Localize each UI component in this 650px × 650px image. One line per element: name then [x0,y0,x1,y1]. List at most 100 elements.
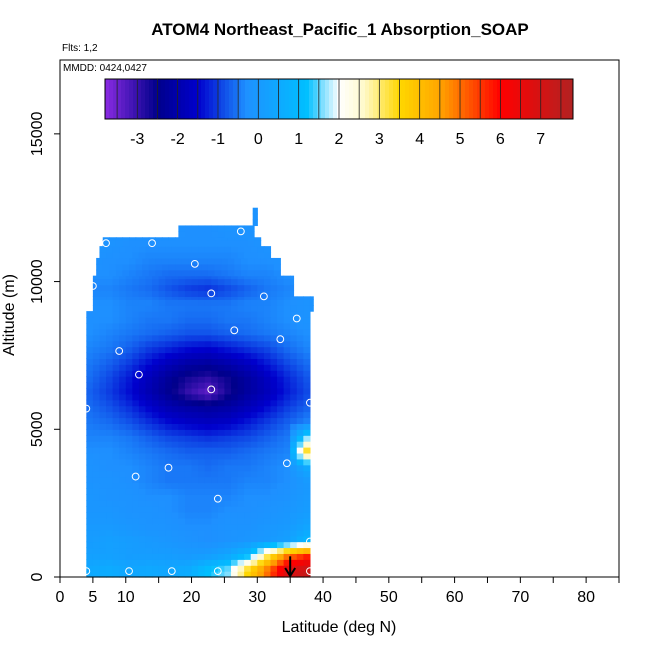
heatmap-cell [152,541,160,549]
heatmap-cell [230,296,239,300]
heatmap-cell [161,257,170,265]
heatmap-cell [250,565,258,572]
heatmap-cell [152,290,160,297]
heatmap-cell [217,376,226,383]
colorbar-segment [533,79,538,119]
location-marker [284,556,297,578]
heatmap-cell [224,435,232,442]
heatmap-cell [191,334,199,342]
heatmap-cell [106,284,114,292]
heatmap-cell [138,447,147,454]
heatmap-cell [211,517,219,525]
heatmap-cell [145,506,153,513]
heatmap-cell [198,547,206,554]
heatmap-cell [290,352,298,359]
heatmap-cell [244,290,252,297]
heatmap-cell [165,494,173,501]
heatmap-cell [204,529,212,537]
heatmap-cell [152,452,160,460]
heatmap-cell [86,393,94,401]
heatmap-cell [277,290,285,297]
heatmap-cell [191,553,199,560]
x-tick-label: 80 [577,589,595,606]
heatmap-cell [165,296,173,300]
heatmap-cell [106,370,114,377]
heatmap-cell [204,376,212,383]
heatmap-cell [290,447,298,454]
heatmap-cell [125,417,133,424]
heatmap-cell [158,529,166,537]
heatmap-cell [165,305,173,312]
heatmap-cell [86,529,94,537]
heatmap-cell [125,565,133,572]
heatmap-cell [296,506,304,513]
heatmap-cell [165,529,173,537]
heatmap-cell [165,447,173,454]
heatmap-cell [184,399,193,407]
heatmap-cell [237,423,245,430]
heatmap-cell [112,494,120,501]
heatmap-cell [112,429,120,436]
heatmap-cell [247,269,255,277]
heatmap-cell [112,476,120,484]
heatmap-cell [99,284,107,292]
heatmap-cell [296,417,304,424]
heatmap-cell [224,290,232,297]
heatmap-cell [277,553,285,560]
heatmap-cell [244,405,252,413]
heatmap-cell [158,382,166,389]
heatmap-cell [263,364,272,371]
heatmap-cell [211,231,219,238]
colorbar-segment [497,79,502,119]
heatmap-cell [92,464,101,472]
heatmap-cell [125,488,133,495]
colorbar-segment [281,79,286,119]
heatmap-cell [283,458,291,466]
heatmap-cell [230,387,239,395]
heatmap-cell [125,423,133,430]
heatmap-cell [178,488,186,495]
heatmap-cell [125,464,133,472]
heatmap-cell [244,340,252,348]
heatmap-cell [263,529,272,537]
heatmap-cell [237,399,245,407]
heatmap-cell [221,237,229,241]
heatmap-cell [138,278,147,286]
heatmap-cell [250,452,258,460]
heatmap-cell [204,252,212,259]
heatmap-cell [99,334,107,342]
heatmap-cell [224,370,232,377]
heatmap-cell [138,284,147,292]
heatmap-cell [168,263,176,271]
heatmap-cell [263,435,272,442]
heatmap-cell [217,252,226,259]
heatmap-cell [237,352,245,359]
heatmap-cell [250,423,258,430]
heatmap-cell [204,565,212,572]
heatmap-cell [303,423,311,430]
heatmap-cell [244,429,252,436]
heatmap-cell [106,376,114,383]
heatmap-cell [270,405,278,413]
heatmap-cell [270,523,278,531]
heatmap-cell [171,452,179,460]
heatmap-cell [135,257,143,265]
heatmap-cell [303,296,311,300]
heatmap-cell [277,423,285,430]
heatmap-cell [217,506,226,513]
heatmap-cell [296,296,304,300]
heatmap-cell [244,470,252,478]
heatmap-cell [257,559,265,566]
heatmap-cell [152,470,160,478]
heatmap-cell [171,447,179,454]
heatmap-cell [277,541,285,549]
heatmap-cell [237,376,245,383]
heatmap-cell [250,246,258,253]
sample-point [131,472,140,481]
heatmap-cell [204,506,212,513]
heatmap-cell [158,334,166,342]
heatmap-cell [125,340,133,348]
heatmap-cell [263,246,272,253]
heatmap-cell [257,411,265,419]
heatmap-cell [184,387,193,395]
